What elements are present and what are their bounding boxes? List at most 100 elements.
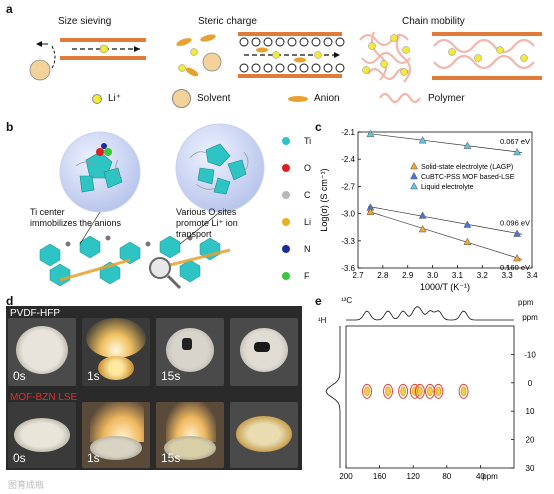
steric-charge-diagram [176, 32, 345, 78]
y-tick-label: -3.0 [341, 210, 355, 219]
data-point [463, 220, 472, 228]
time-label: 15s [161, 369, 181, 383]
watermark: 图育成瓶 [8, 480, 45, 490]
annotation-o-sites: Various O sites promote Li⁺ ion transpor… [176, 207, 238, 239]
correlation-peak [383, 383, 393, 399]
data-point [513, 229, 522, 237]
panel-a-label: a [6, 2, 13, 16]
x-tick-label: 2.7 [352, 271, 364, 280]
time-label: 0s [13, 369, 26, 383]
legend-polymer-label: Polymer [428, 92, 465, 104]
h1-projection [325, 326, 341, 468]
activation-energy-label: 0.067 eV [500, 137, 530, 146]
size-sieving-diagram [29, 38, 146, 81]
data-point [418, 211, 427, 219]
photo-pvdf-burnt [230, 318, 298, 386]
x-axis-label: ppm [482, 472, 498, 481]
element-ti: Ti [282, 136, 311, 146]
x-tick-label: 200 [339, 472, 353, 481]
legend-solvent-label: Solvent [197, 93, 231, 104]
y-tick-label: 20 [526, 436, 535, 445]
panel-e-label: e [315, 294, 322, 308]
title-size-sieving: Size sieving [58, 16, 112, 27]
c-dot-icon [282, 191, 290, 199]
x-tick-label: 3.1 [452, 271, 464, 280]
x-tick-label: 3.0 [427, 271, 439, 280]
data-point [513, 147, 522, 156]
y-tick-label: -3.3 [341, 237, 355, 246]
x-axis-label: 1000/T (K⁻¹) [420, 282, 470, 292]
y-tick-label: 30 [526, 464, 535, 473]
time-label: 15s [161, 451, 181, 465]
flame-test-photos: PVDF-HFP MOF-BZN LSE 0s 1s 15s 0s 1s 15s [6, 306, 302, 470]
data-point [366, 207, 375, 216]
correlation-peak-core [460, 386, 467, 397]
correlation-peak [362, 383, 372, 399]
y-tick-label: -2.7 [341, 182, 355, 191]
panel-b-label: b [6, 120, 14, 134]
photo-mof-0s: 0s [8, 402, 76, 468]
legend-marker [410, 181, 418, 190]
panel-a-schematics [29, 31, 542, 83]
panel-c-label: c [315, 120, 322, 134]
data-point [418, 136, 427, 144]
panel-d-label: d [6, 294, 14, 308]
x-tick-label: 80 [442, 472, 451, 481]
element-o-label: O [304, 163, 312, 173]
chain-mobility-diagram [359, 31, 412, 83]
correlation-peak-core [417, 386, 423, 397]
photo-mof-15s: 15s [156, 402, 224, 468]
legend-li-label: Li⁺ [108, 93, 122, 104]
data-point [463, 141, 472, 149]
legend-label: Solid-state electrolyte (LAGP) [421, 164, 513, 171]
ti-dot-icon [282, 137, 290, 145]
data-point [366, 129, 375, 138]
y-tick-label: -2.4 [341, 155, 355, 164]
y-axis-label: Log(σ) (S cm⁻¹) [319, 168, 329, 231]
x-tick-label: 3.2 [477, 271, 489, 280]
photo-pvdf-1s: 1s [82, 318, 150, 386]
element-n: N [282, 244, 311, 254]
chain-mobility-ions [362, 34, 410, 76]
legend-polymer: Polymer [378, 92, 465, 104]
photo-mof-after [230, 402, 298, 468]
correlation-peak-core [412, 386, 418, 397]
element-legend: Ti O C Li N F [282, 136, 322, 296]
correlation-peak [458, 383, 469, 399]
photo-pvdf-15s: 15s [156, 318, 224, 386]
legend-li: Li⁺ [92, 93, 121, 104]
y-tick-label: -2.1 [341, 128, 355, 137]
element-o: O [282, 163, 311, 173]
time-label: 0s [13, 451, 26, 465]
title-steric-charge: Steric charge [198, 16, 257, 27]
element-ti-label: Ti [304, 136, 312, 146]
li-ion-icon [99, 44, 109, 54]
legend-marker [410, 171, 418, 180]
element-li: Li [282, 217, 311, 227]
chain-mobility-channel [432, 32, 542, 80]
fit-line [367, 133, 523, 153]
correlation-peak [414, 383, 425, 399]
data-point [513, 253, 522, 262]
c13-label: ¹³C [341, 296, 353, 305]
data-point [418, 224, 427, 233]
anion-icon [288, 95, 308, 102]
activation-energy-label: 0.160 eV [500, 263, 530, 272]
correlation-peak [398, 383, 409, 399]
y-tick-label: -3.6 [341, 264, 355, 273]
legend-label: Liquid electrolyte [421, 184, 474, 191]
annotation-ti-center: Ti center immobilizes the anions [30, 207, 122, 228]
title-chain-mobility: Chain mobility [402, 16, 465, 27]
polymer-icon [379, 92, 421, 104]
li-dot-icon [282, 218, 290, 226]
correlation-peak-core [435, 386, 442, 397]
activation-energy-label: 0.096 eV [500, 219, 530, 228]
solvent-icon [172, 89, 191, 108]
solvent-icon [29, 59, 51, 81]
x-tick-label: 2.9 [402, 271, 414, 280]
y-tick-label: 10 [526, 407, 535, 416]
li-ion-icon [92, 93, 102, 104]
element-c: C [282, 190, 311, 200]
x-tick-label: 3.4 [526, 271, 538, 280]
